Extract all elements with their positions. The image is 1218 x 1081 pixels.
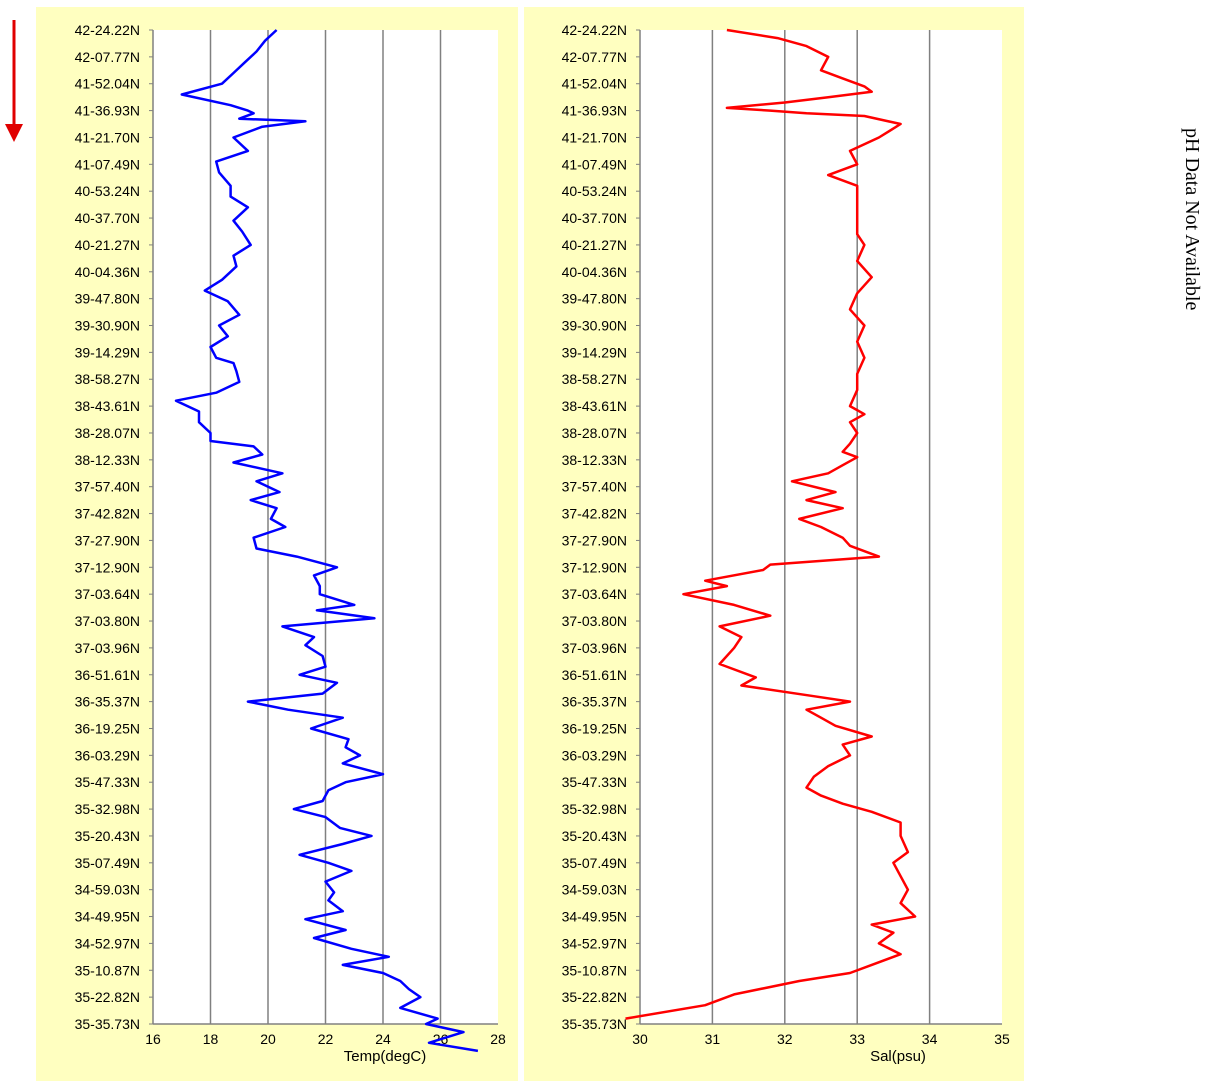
temp-x-tick-label: 18 (203, 1031, 219, 1047)
sal-y-tick-label: 37-57.40N (562, 479, 627, 495)
sal-y-tick-label: 37-12.90N (562, 559, 627, 575)
sal-y-tick-label: 35-10.87N (562, 962, 627, 978)
temp-y-tick-label: 38-43.61N (75, 398, 140, 414)
sal-y-tick-label: 42-07.77N (562, 49, 627, 65)
temp-x-tick-label: 20 (260, 1031, 276, 1047)
sal-series-line (625, 28, 917, 1020)
sal-y-tick-label: 34-59.03N (562, 882, 627, 898)
temp-y-tick-label: 34-52.97N (75, 935, 140, 951)
temp-y-tick-label: 39-30.90N (75, 318, 140, 334)
sal-y-tick-label: 39-14.29N (562, 344, 627, 360)
temp-y-tick-label: 35-32.98N (75, 801, 140, 817)
temp-y-tick-label: 37-27.90N (75, 532, 140, 548)
sal-y-tick-label: 38-28.07N (562, 425, 627, 441)
sal-y-tick-label: 34-49.95N (562, 909, 627, 925)
temp-y-tick-label: 34-49.95N (75, 909, 140, 925)
temp-y-tick-label: 35-20.43N (75, 828, 140, 844)
temp-x-tick-label: 22 (318, 1031, 334, 1047)
sal-y-tick-label: 39-30.90N (562, 318, 627, 334)
sal-y-tick-label: 41-52.04N (562, 76, 627, 92)
temp-y-tick-label: 37-03.96N (75, 640, 140, 656)
temp-y-tick-label: 41-07.49N (75, 156, 140, 172)
temp-y-tick-label: 40-21.27N (75, 237, 140, 253)
temp-series-line (174, 29, 479, 1053)
temp-y-tick-label: 37-57.40N (75, 479, 140, 495)
sal-y-tick-label: 40-21.27N (562, 237, 627, 253)
direction-arrow (5, 20, 23, 142)
temp-y-tick-label: 35-47.33N (75, 774, 140, 790)
sal-y-tick-label: 37-42.82N (562, 506, 627, 522)
sal-x-tick-label: 31 (705, 1031, 721, 1047)
sal-y-tick-label: 38-12.33N (562, 452, 627, 468)
temp-y-tick-label: 37-03.80N (75, 613, 140, 629)
temperature-chart: 42-24.22N 42-07.77N 41-52.04N 41-36.93N 41-2… (75, 22, 506, 1065)
salinity-chart: 42-24.22N 42-07.77N 41-52.04N 41-36.93N 41-2… (562, 22, 1010, 1065)
sal-y-tick-label: 37-03.96N (562, 640, 627, 656)
temp-x-tick-label: 28 (490, 1031, 506, 1047)
temp-y-tick-label: 35-10.87N (75, 962, 140, 978)
sal-x-tick-label: 35 (994, 1031, 1010, 1047)
temp-y-tick-label: 37-12.90N (75, 559, 140, 575)
temp-y-tick-label: 35-07.49N (75, 855, 140, 871)
sal-y-tick-label: 36-19.25N (562, 720, 627, 736)
temp-y-tick-label: 39-47.80N (75, 291, 140, 307)
sal-x-tick-label: 33 (849, 1031, 865, 1047)
temp-y-tick-label: 41-21.70N (75, 129, 140, 145)
sal-y-tick-label: 40-37.70N (562, 210, 627, 226)
sal-y-tick-label: 36-35.37N (562, 694, 627, 710)
sal-x-tick-label: 34 (922, 1031, 938, 1047)
temp-y-tick-label: 37-42.82N (75, 506, 140, 522)
sal-x-axis-label: Sal(psu) (870, 1048, 926, 1065)
temp-y-tick-label: 41-52.04N (75, 76, 140, 92)
temp-y-tick-label: 40-04.36N (75, 264, 140, 280)
temp-x-tick-label: 24 (375, 1031, 391, 1047)
sal-y-tick-label: 36-51.61N (562, 667, 627, 683)
sal-y-tick-label: 39-47.80N (562, 291, 627, 307)
sal-y-tick-label: 35-07.49N (562, 855, 627, 871)
sal-y-tick-label: 38-58.27N (562, 371, 627, 387)
temp-y-tick-label: 40-37.70N (75, 210, 140, 226)
sal-y-tick-label: 37-03.64N (562, 586, 627, 602)
temp-y-tick-label: 42-24.22N (75, 22, 140, 38)
sal-y-tick-label: 40-53.24N (562, 183, 627, 199)
temp-y-tick-label: 40-53.24N (75, 183, 140, 199)
temp-y-tick-label: 34-59.03N (75, 882, 140, 898)
sal-y-tick-label: 35-22.82N (562, 989, 627, 1005)
sal-y-tick-label: 36-03.29N (562, 747, 627, 763)
sal-y-tick-label: 40-04.36N (562, 264, 627, 280)
sal-y-tick-label: 41-36.93N (562, 103, 627, 119)
temp-y-tick-label: 37-03.64N (75, 586, 140, 602)
sal-y-tick-label: 41-07.49N (562, 156, 627, 172)
temp-y-tick-label: 36-51.61N (75, 667, 140, 683)
sal-y-tick-label: 34-52.97N (562, 935, 627, 951)
sal-y-tick-label: 35-32.98N (562, 801, 627, 817)
sal-x-tick-label: 30 (632, 1031, 648, 1047)
temp-y-tick-label: 38-58.27N (75, 371, 140, 387)
ph-unavailable-note: pH Data Not Available (1181, 128, 1203, 310)
temp-y-tick-label: 35-35.73N (75, 1016, 140, 1032)
sal-y-tick-label: 42-24.22N (562, 22, 627, 38)
sal-x-tick-label: 32 (777, 1031, 793, 1047)
temp-y-tick-label: 39-14.29N (75, 344, 140, 360)
sal-y-tick-label: 35-20.43N (562, 828, 627, 844)
temp-y-tick-label: 36-35.37N (75, 694, 140, 710)
temp-y-tick-label: 42-07.77N (75, 49, 140, 65)
temp-y-tick-label: 38-12.33N (75, 452, 140, 468)
sal-y-tick-label: 37-03.80N (562, 613, 627, 629)
temp-y-tick-label: 41-36.93N (75, 103, 140, 119)
temp-x-tick-label: 16 (145, 1031, 161, 1047)
sal-y-tick-label: 38-43.61N (562, 398, 627, 414)
sal-y-tick-label: 37-27.90N (562, 532, 627, 548)
sal-y-tick-label: 35-35.73N (562, 1016, 627, 1032)
temp-y-tick-label: 36-19.25N (75, 720, 140, 736)
temp-y-tick-label: 38-28.07N (75, 425, 140, 441)
temp-x-axis-label: Temp(degC) (344, 1048, 427, 1065)
sal-y-tick-label: 41-21.70N (562, 129, 627, 145)
temp-y-tick-label: 36-03.29N (75, 747, 140, 763)
sal-y-tick-label: 35-47.33N (562, 774, 627, 790)
temp-y-tick-label: 35-22.82N (75, 989, 140, 1005)
